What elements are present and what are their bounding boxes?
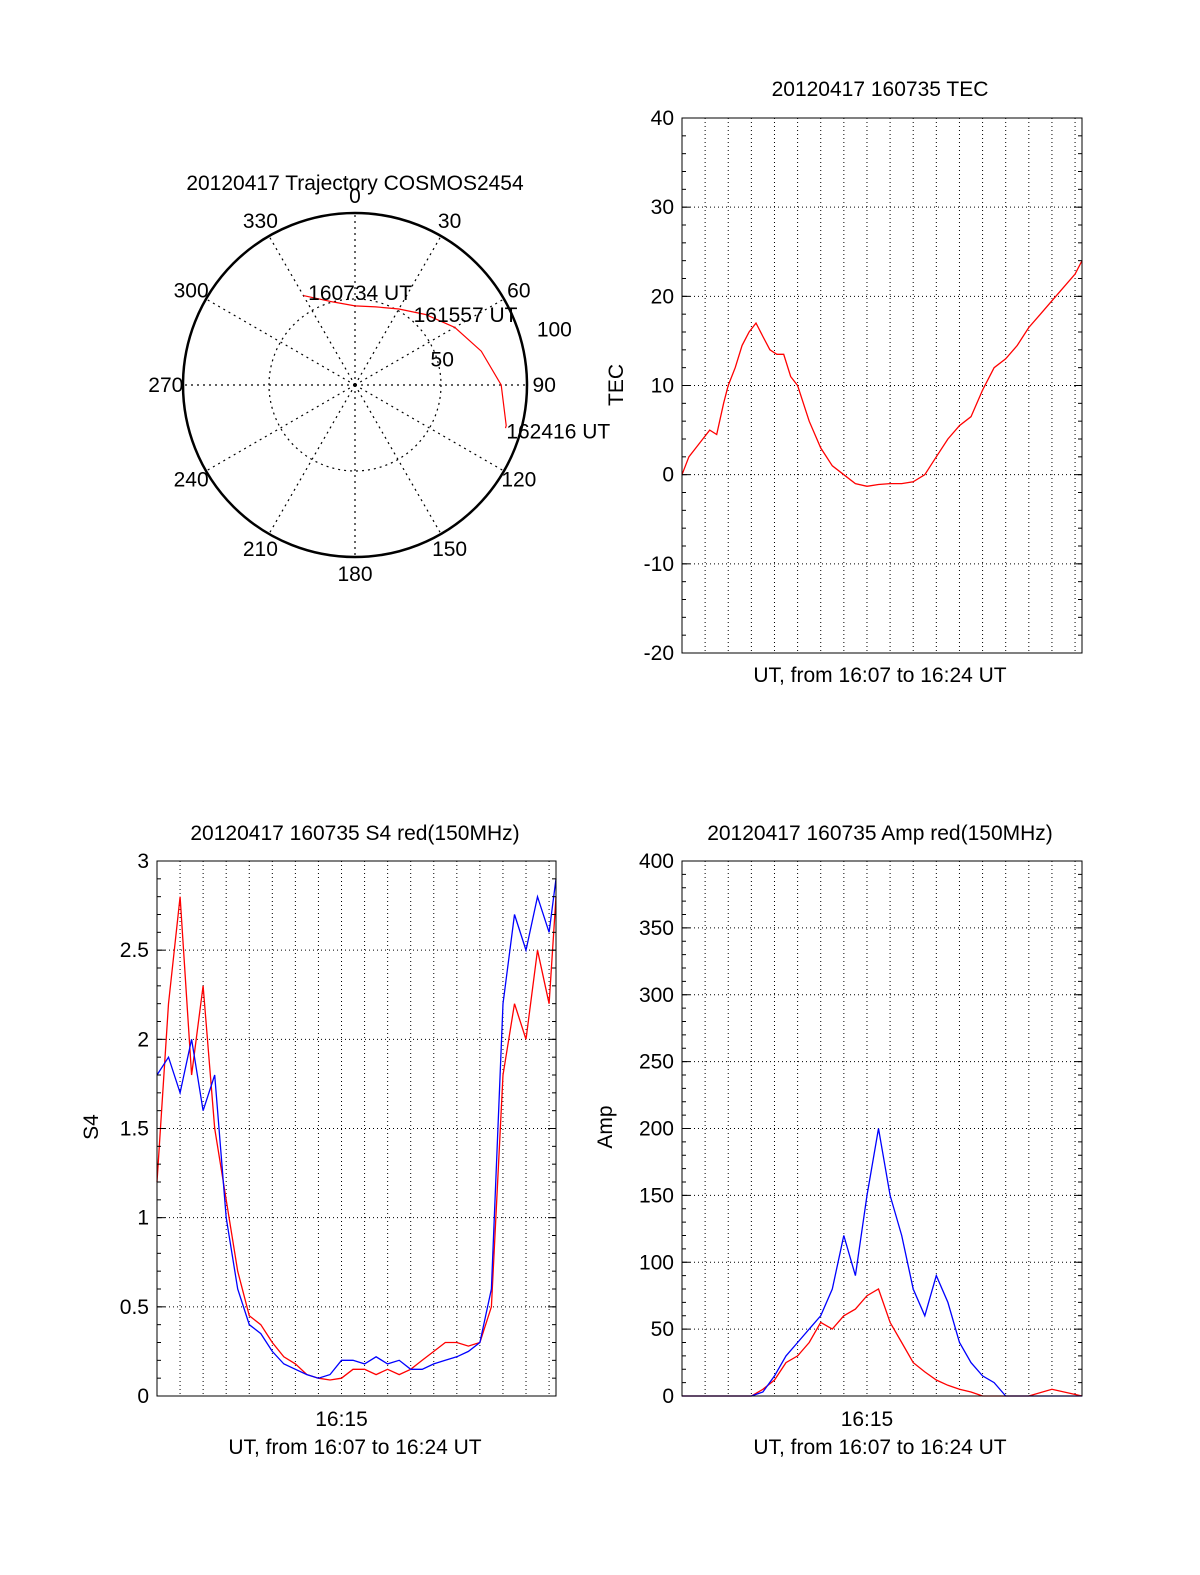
polar-spoke bbox=[354, 235, 442, 386]
y-tick-label: 2.5 bbox=[120, 939, 149, 962]
series-line bbox=[682, 1128, 1082, 1397]
s4-plot-area: 0 0.5 1 1.5 2 2.5 3 16:15 bbox=[120, 850, 557, 1431]
x-tick-label: 16:15 bbox=[315, 1408, 368, 1431]
y-tick-label: 100 bbox=[639, 1251, 674, 1274]
polar-radial-label: 50 bbox=[431, 349, 454, 372]
amp-ylabel: Amp bbox=[594, 1105, 617, 1148]
polar-spoke bbox=[354, 384, 442, 535]
polar-azimuth-label: 90 bbox=[533, 374, 556, 397]
y-tick-label: 10 bbox=[651, 375, 674, 398]
amp-xlabel: UT, from 16:07 to 16:24 UT bbox=[753, 1436, 1006, 1459]
polar-azimuth-label: 120 bbox=[501, 469, 536, 492]
trajectory-polar-plot: 20120417 Trajectory COSMOS2454 0 30 60 90 12… bbox=[148, 172, 610, 586]
y-tick-label: 20 bbox=[651, 285, 674, 308]
series-line bbox=[156, 896, 557, 1381]
amp-chart: 20120417 160735 Amp red(150MHz) UT, from… bbox=[594, 822, 1083, 1459]
polar-azimuth-label: 300 bbox=[174, 279, 209, 302]
polar-azimuth-label: 330 bbox=[243, 210, 278, 233]
y-tick-label: 40 bbox=[651, 107, 674, 130]
polar-azimuth-label: 210 bbox=[243, 538, 278, 561]
y-tick-label: 300 bbox=[639, 984, 674, 1007]
polar-azimuth-label: 30 bbox=[438, 210, 461, 233]
x-tick-label: 16:15 bbox=[841, 1408, 894, 1431]
trajectory-title: 20120417 Trajectory COSMOS2454 bbox=[186, 172, 524, 195]
y-tick-label: -10 bbox=[644, 553, 674, 576]
amp-title: 20120417 160735 Amp red(150MHz) bbox=[707, 822, 1053, 845]
polar-spoke bbox=[354, 298, 505, 386]
trajectory-annotation: 160734 UT bbox=[308, 282, 412, 305]
s4-xlabel: UT, from 16:07 to 16:24 UT bbox=[228, 1436, 481, 1459]
y-tick-label: 150 bbox=[639, 1184, 674, 1207]
y-tick-label: 0 bbox=[137, 1385, 149, 1408]
s4-ylabel: S4 bbox=[80, 1114, 103, 1140]
polar-spoke bbox=[205, 384, 356, 472]
polar-azimuth-label: 270 bbox=[148, 374, 183, 397]
y-tick-label: 200 bbox=[639, 1118, 674, 1141]
y-tick-label: 350 bbox=[639, 917, 674, 940]
trajectory-line bbox=[303, 295, 507, 429]
series-line bbox=[681, 260, 1083, 487]
polar-azimuth-label: 0 bbox=[349, 185, 361, 208]
y-tick-label: 0 bbox=[662, 464, 674, 487]
y-tick-label: 0 bbox=[662, 1385, 674, 1408]
polar-azimuth-label: 150 bbox=[432, 538, 467, 561]
polar-azimuth-label: 180 bbox=[337, 563, 372, 586]
y-tick-label: 30 bbox=[651, 196, 674, 219]
s4-chart: 20120417 160735 S4 red(150MHz) UT, from … bbox=[80, 822, 557, 1459]
tec-chart: 20120417 160735 TEC UT, from 16:07 to 16… bbox=[605, 78, 1083, 687]
polar-azimuth-label: 240 bbox=[174, 469, 209, 492]
y-tick-label: -20 bbox=[644, 642, 674, 665]
polar-spoke bbox=[354, 384, 505, 472]
series-line bbox=[682, 1288, 1083, 1397]
s4-title: 20120417 160735 S4 red(150MHz) bbox=[190, 822, 519, 845]
y-tick-label: 3 bbox=[137, 850, 149, 873]
polar-radial-label: 100 bbox=[537, 319, 572, 342]
polar-spoke bbox=[268, 384, 356, 535]
polar-trajectory-series bbox=[303, 295, 507, 429]
polar-spoke bbox=[205, 298, 356, 386]
plot-frame bbox=[156, 860, 557, 1397]
trajectory-annotation: 162416 UT bbox=[506, 420, 610, 443]
polar-azimuth-labels: 0 30 60 90 120 150 180 210 240 270 300 330 50 100 bbox=[148, 185, 572, 586]
y-tick-label: 2 bbox=[137, 1028, 149, 1051]
polar-spoke bbox=[268, 235, 356, 386]
amp-plot-area: 0 50 100 150 200 250 300 350 400 16:15 bbox=[639, 850, 1083, 1431]
series-line bbox=[156, 878, 557, 1379]
tec-title: 20120417 160735 TEC bbox=[772, 78, 989, 101]
y-tick-label: 0.5 bbox=[120, 1296, 149, 1319]
y-tick-label: 1 bbox=[137, 1207, 149, 1230]
y-tick-label: 50 bbox=[651, 1318, 674, 1341]
polar-grid bbox=[181, 211, 529, 559]
y-tick-label: 250 bbox=[639, 1051, 674, 1074]
polar-outer-ring bbox=[181, 211, 529, 559]
y-tick-label: 400 bbox=[639, 850, 674, 873]
polar-azimuth-label: 60 bbox=[507, 279, 530, 302]
y-tick-label: 1.5 bbox=[120, 1118, 149, 1141]
trajectory-annotation: 161557 UT bbox=[414, 304, 518, 327]
tec-plot-area: -20 -10 0 10 20 30 40 bbox=[644, 107, 1083, 665]
tec-xlabel: UT, from 16:07 to 16:24 UT bbox=[753, 664, 1006, 687]
tec-ylabel: TEC bbox=[605, 364, 628, 406]
